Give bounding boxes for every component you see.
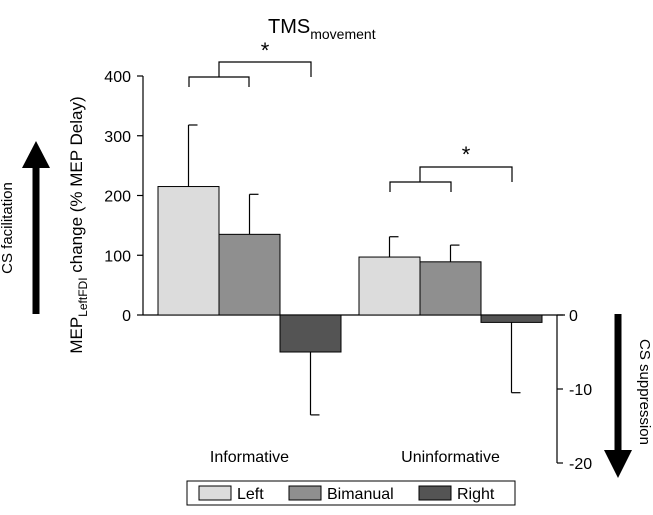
category-label-informative: Informative	[210, 449, 289, 466]
y-left-tick-label: 300	[104, 129, 131, 146]
category-labels: Informative Uninformative	[210, 449, 500, 466]
y-left-tick-label: 100	[104, 248, 131, 265]
facilitation-arrow-head	[22, 141, 50, 168]
bracket-outer-uninformative	[419, 166, 513, 182]
significance-star-informative: *	[261, 38, 270, 63]
suppression-arrow-head	[604, 450, 632, 478]
cs-facilitation-label: CS facilitation	[0, 182, 16, 274]
bars-group	[157, 186, 543, 353]
bar-left-informative	[157, 186, 220, 316]
chart-title: TMSmovement	[268, 16, 376, 42]
bracket-left-bimanual-uninformative	[389, 181, 452, 192]
legend-label-left: Left	[237, 486, 264, 503]
legend-label-right: Right	[457, 486, 495, 503]
y-axis-left-ticks: 0 100 200 300 400	[104, 69, 143, 325]
bar-right-uninformative	[480, 314, 543, 323]
cs-suppression-label: CS suppression	[636, 339, 653, 445]
significance-bracket-uninformative: *	[389, 142, 513, 192]
y-left-tick-label: 0	[122, 308, 131, 325]
legend-swatch-bimanual	[288, 485, 322, 501]
y-right-tick-label: 0	[569, 308, 578, 325]
legend: Left Bimanual Right	[186, 480, 516, 506]
bar-right-informative	[279, 314, 342, 353]
bar-bimanual-uninformative	[419, 261, 482, 316]
bracket-outer-informative	[218, 61, 312, 77]
y-axis-left-label-subscript: LeftFDI	[76, 277, 90, 316]
legend-swatch-right	[418, 485, 452, 501]
bracket-left-bimanual-informative	[188, 76, 250, 87]
error-bars-group	[187, 124, 521, 416]
y-axis-left-label-pre: MEP	[67, 317, 86, 354]
y-right-tick-label: -20	[569, 456, 592, 473]
y-left-tick-label: 400	[104, 69, 131, 86]
bar-bimanual-informative	[218, 233, 281, 316]
legend-label-bimanual: Bimanual	[327, 486, 394, 503]
y-right-tick-label: -10	[569, 382, 592, 399]
y-axis-right-ticks: 0 -10 -20	[557, 308, 592, 473]
significance-star-uninformative: *	[462, 142, 471, 167]
chart-title-subscript: movement	[310, 26, 375, 42]
chart-title-main: TMS	[268, 16, 310, 38]
significance-bracket-informative: *	[188, 38, 312, 87]
legend-swatch-left	[198, 485, 232, 501]
y-axis-left-label-post: change (% MEP Delay)	[67, 96, 86, 277]
y-left-tick-label: 200	[104, 189, 131, 206]
category-label-uninformative: Uninformative	[401, 449, 500, 466]
y-axis-left-label: MEPLeftFDI change (% MEP Delay)	[67, 96, 90, 353]
bar-left-uninformative	[358, 256, 421, 316]
legend-box	[186, 480, 516, 506]
